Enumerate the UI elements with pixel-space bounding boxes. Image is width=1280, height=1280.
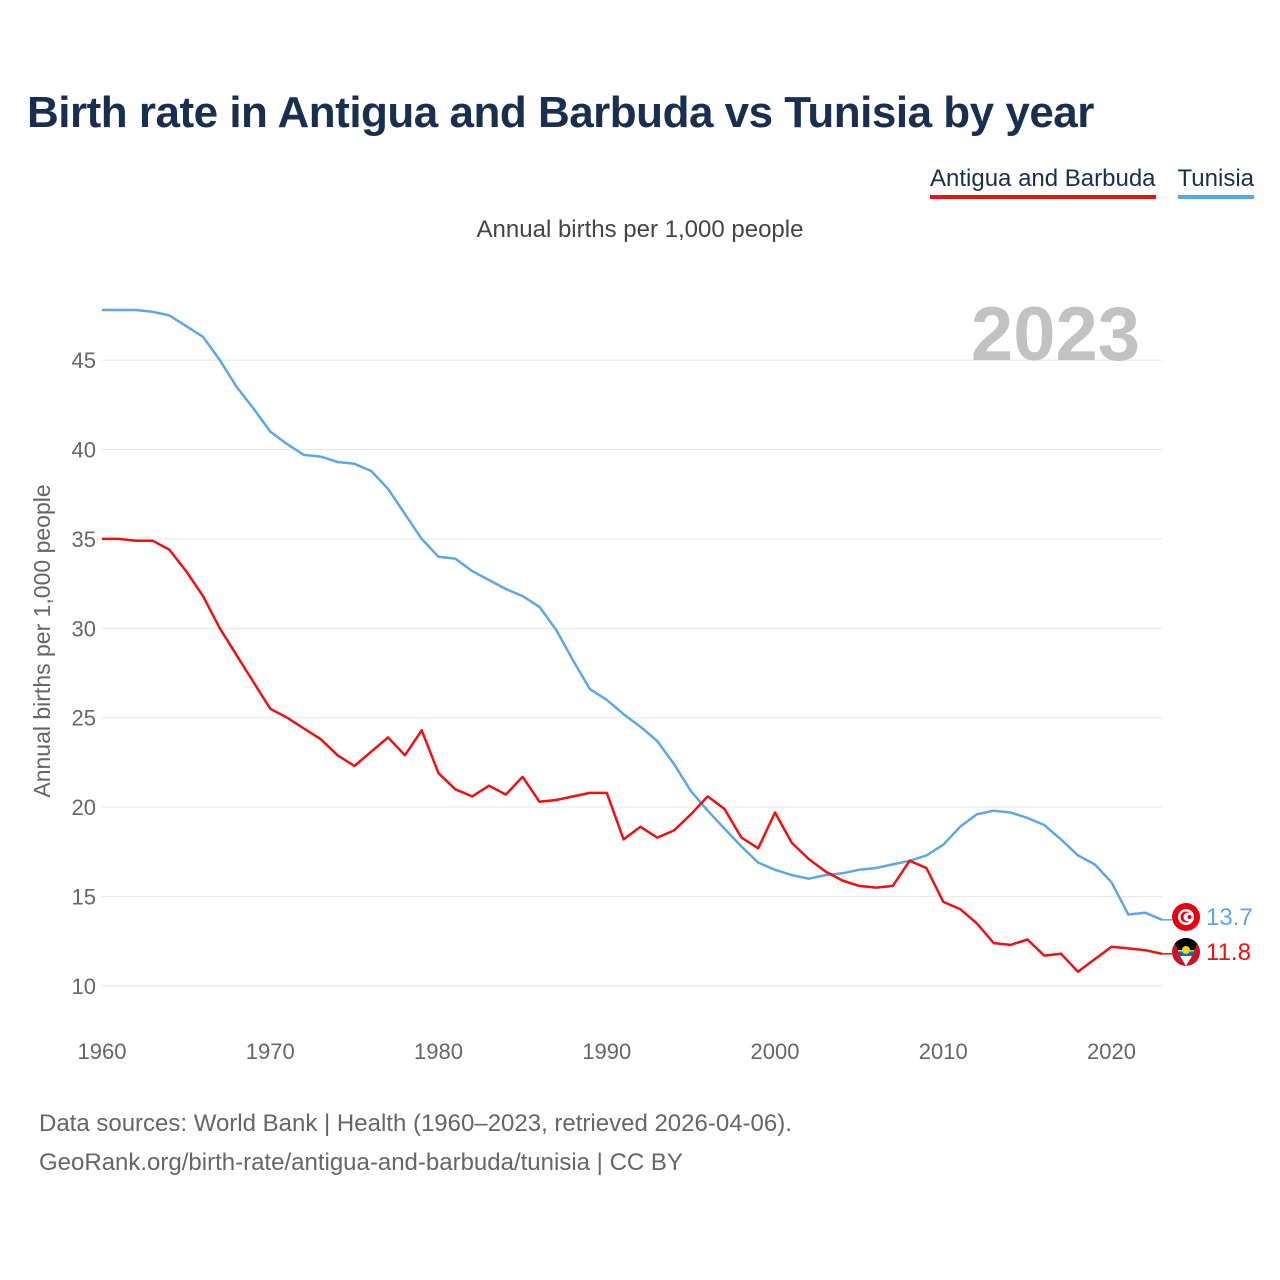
x-tick-label: 2000 [751,1039,800,1064]
y-tick-label: 45 [72,348,96,373]
x-tick-label: 1970 [246,1039,295,1064]
data-source-text: Data sources: World Bank | Health (1960–… [39,1110,792,1137]
y-tick-label: 30 [72,616,96,641]
legend-item-tunisia[interactable]: Tunisia [1177,165,1254,199]
y-axis-ticks: 10 15 20 25 30 35 40 45 [72,348,96,999]
year-watermark: 2023 [971,292,1140,377]
antigua-end-value: 11.8 [1206,939,1251,966]
y-axis-title: Annual births per 1,000 people [29,484,55,797]
y-tick-label: 40 [72,437,96,462]
antigua-and-barbuda-flag-icon [1172,938,1200,966]
gridlines [102,359,1162,987]
chart-subtitle: Annual births per 1,000 people [476,216,804,243]
x-tick-label: 1990 [582,1039,631,1064]
y-tick-label: 35 [72,527,96,552]
x-tick-label: 1960 [78,1039,127,1064]
tunisia-end-value: 13.7 [1206,904,1253,931]
x-tick-label: 1980 [414,1039,463,1064]
x-axis-ticks: 1960 1970 1980 1990 2000 2010 2020 [78,1039,1136,1064]
series-line-antigua-and-barbuda[interactable] [102,537,1163,973]
source-url-link[interactable]: GeoRank.org/birth-rate/antigua-and-barbu… [39,1149,683,1176]
x-tick-label: 2020 [1087,1039,1136,1064]
chart-title: Birth rate in Antigua and Barbuda vs Tun… [27,88,1094,137]
y-tick-label: 20 [72,795,96,820]
footer: Data sources: World Bank | Health (1960–… [39,1104,792,1182]
x-tick-label: 2010 [919,1039,968,1064]
series-lines [102,308,1172,973]
legend-item-antigua-and-barbuda[interactable]: Antigua and Barbuda [930,165,1156,199]
y-tick-label: 25 [72,706,96,731]
legend: Antigua and Barbuda Tunisia [930,165,1254,199]
series-line-tunisia[interactable] [102,308,1163,921]
y-tick-label: 10 [72,974,96,999]
y-tick-label: 15 [72,885,96,910]
tunisia-flag-icon [1172,903,1200,931]
